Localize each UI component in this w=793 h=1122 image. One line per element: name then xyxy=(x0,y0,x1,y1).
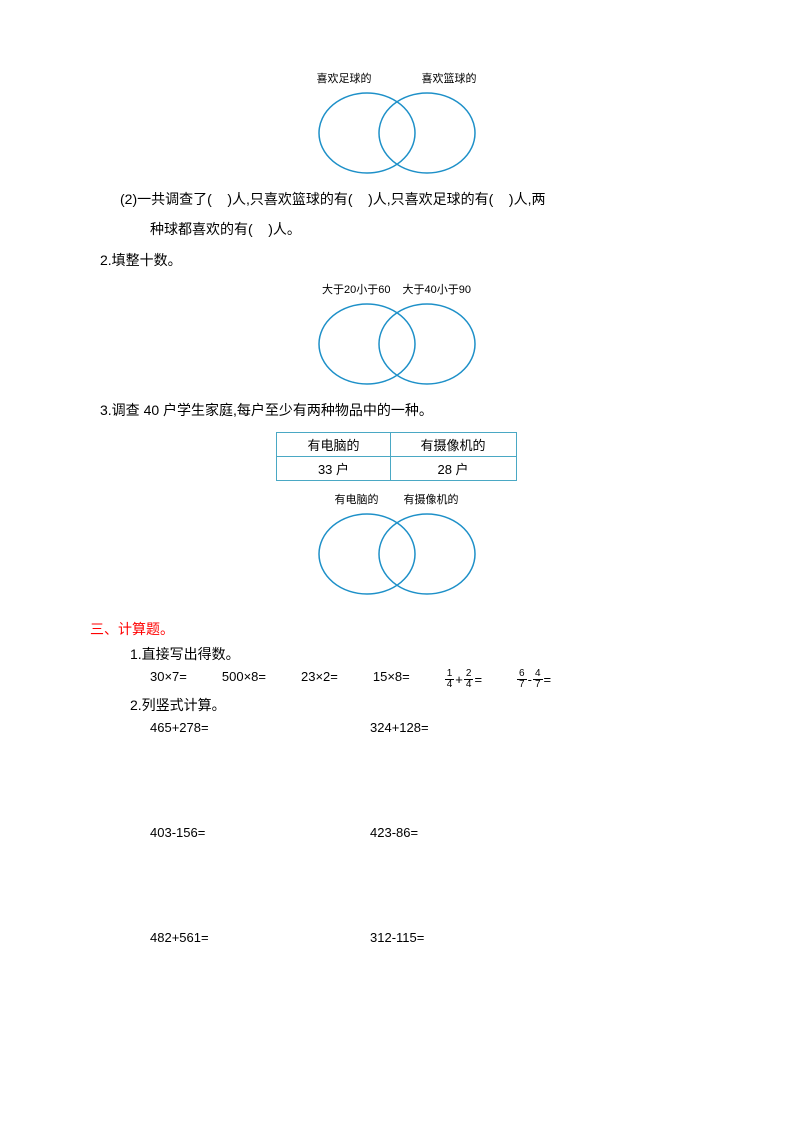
q3-title: 3.调查 40 户学生家庭,每户至少有两种物品中的一种。 xyxy=(100,399,703,421)
q1-sub2-line2: 种球都喜欢的有( )人。 xyxy=(150,218,703,240)
sub1-title: 1.直接写出得数。 xyxy=(130,644,703,664)
venn-diagram-computer-camera: 有电脑的 有摄像机的 xyxy=(90,491,703,599)
frac-den: 4 xyxy=(445,680,455,690)
frac-den: 7 xyxy=(533,680,543,690)
q2-title: 2.填整十数。 xyxy=(100,249,703,271)
vcalc-item: 482+561= xyxy=(150,930,370,945)
frac-eq: = xyxy=(544,672,552,687)
venn-right-label-3: 有摄像机的 xyxy=(404,491,459,507)
text: )人。 xyxy=(268,221,301,237)
venn-labels: 喜欢足球的 喜欢篮球的 xyxy=(317,70,477,86)
venn-svg-1 xyxy=(307,88,487,178)
table-row: 有电脑的 有摄像机的 xyxy=(277,432,516,456)
text: )人,只喜欢篮球的有( xyxy=(227,191,352,207)
vcalc-item: 423-86= xyxy=(370,825,590,840)
frac-eq: = xyxy=(474,672,482,687)
calc-row-1: 30×7= 500×8= 23×2= 15×8= 14 + 24 = 67 - … xyxy=(150,669,703,690)
venn-labels-2: 大于20小于60 大于40小于90 xyxy=(322,281,471,297)
vcalc-row-2: 403-156= 423-86= xyxy=(150,825,703,840)
table-value-1: 33 户 xyxy=(277,456,390,480)
text: (2)一共调查了( xyxy=(120,191,212,207)
venn-right-label-2: 大于40小于90 xyxy=(403,281,471,297)
vcalc-item: 324+128= xyxy=(370,720,590,735)
venn-diagram-soccer-basketball: 喜欢足球的 喜欢篮球的 xyxy=(90,70,703,178)
frac-num: 6 xyxy=(517,669,527,680)
frac-op: - xyxy=(528,672,532,687)
frac-op: + xyxy=(455,672,463,687)
venn-svg-2 xyxy=(307,299,487,389)
venn-left-label-2: 大于20小于60 xyxy=(322,281,390,297)
frac-num: 4 xyxy=(533,669,543,680)
frac-num: 2 xyxy=(464,669,474,680)
q1-sub2-line1: (2)一共调查了( )人,只喜欢篮球的有( )人,只喜欢足球的有( )人,两 xyxy=(120,188,703,210)
venn-diagram-numbers: 大于20小于60 大于40小于90 xyxy=(90,281,703,389)
venn-left-label: 喜欢足球的 xyxy=(317,70,372,86)
fraction-expr-1: 14 + 24 = xyxy=(445,669,482,690)
calc-item: 23×2= xyxy=(301,669,338,690)
table-header-1: 有电脑的 xyxy=(277,432,390,456)
frac-num: 1 xyxy=(445,669,455,680)
venn-left-label-3: 有电脑的 xyxy=(335,491,379,507)
fraction-expr-2: 67 - 47 = xyxy=(517,669,551,690)
vcalc-row-3: 482+561= 312-115= xyxy=(150,930,703,945)
text: 种球都喜欢的有( xyxy=(150,221,253,237)
venn-labels-3: 有电脑的 有摄像机的 xyxy=(335,491,459,507)
q3-table: 有电脑的 有摄像机的 33 户 28 户 xyxy=(276,432,516,481)
calc-item: 30×7= xyxy=(150,669,187,690)
table-row: 33 户 28 户 xyxy=(277,456,516,480)
vcalc-row-1: 465+278= 324+128= xyxy=(150,720,703,735)
frac-den: 4 xyxy=(464,680,474,690)
vcalc-item: 465+278= xyxy=(150,720,370,735)
venn-svg-3 xyxy=(307,509,487,599)
text: )人,两 xyxy=(509,191,546,207)
calc-item: 500×8= xyxy=(222,669,266,690)
vcalc-item: 312-115= xyxy=(370,930,590,945)
table-value-2: 28 户 xyxy=(390,456,516,480)
sub2-title: 2.列竖式计算。 xyxy=(130,695,703,715)
text: )人,只喜欢足球的有( xyxy=(368,191,493,207)
section-3-header: 三、计算题。 xyxy=(90,619,703,639)
frac-den: 7 xyxy=(517,680,527,690)
venn-right-label: 喜欢篮球的 xyxy=(422,70,477,86)
vcalc-item: 403-156= xyxy=(150,825,370,840)
table-header-2: 有摄像机的 xyxy=(390,432,516,456)
calc-item: 15×8= xyxy=(373,669,410,690)
